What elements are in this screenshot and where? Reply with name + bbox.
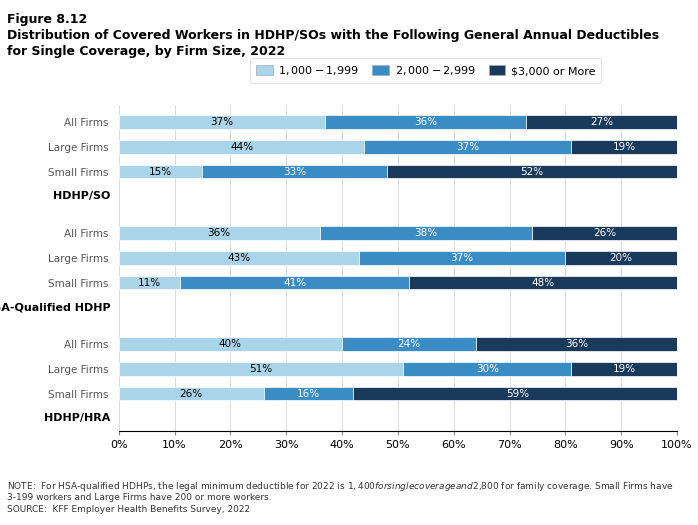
Text: 26%: 26% — [593, 228, 616, 238]
Text: HDHP/HRA: HDHP/HRA — [44, 413, 110, 423]
Bar — [119, 165, 202, 178]
Text: 15%: 15% — [149, 166, 172, 176]
Text: 36%: 36% — [414, 117, 438, 127]
Text: 16%: 16% — [297, 388, 320, 398]
Text: 3-199 workers and Large Firms have 200 or more workers.: 3-199 workers and Large Firms have 200 o… — [7, 494, 272, 502]
Bar — [202, 165, 387, 178]
Bar — [119, 251, 359, 265]
Bar — [320, 226, 532, 240]
Text: 37%: 37% — [210, 117, 234, 127]
Text: 33%: 33% — [283, 166, 306, 176]
Bar — [387, 165, 677, 178]
Bar — [353, 387, 683, 400]
Text: 38%: 38% — [414, 228, 438, 238]
Text: Figure 8.12: Figure 8.12 — [7, 13, 87, 26]
Legend: $1,000 - $1,999, $2,000 - $2,999, $3,000 or More: $1,000 - $1,999, $2,000 - $2,999, $3,000… — [251, 58, 601, 82]
Bar — [571, 362, 677, 375]
Text: 51%: 51% — [249, 364, 273, 374]
Text: 19%: 19% — [612, 364, 636, 374]
Bar — [342, 338, 476, 351]
Text: SOURCE:  KFF Employer Health Benefits Survey, 2022: SOURCE: KFF Employer Health Benefits Sur… — [7, 505, 250, 514]
Text: 30%: 30% — [476, 364, 498, 374]
Bar — [565, 251, 677, 265]
Text: 26%: 26% — [179, 388, 203, 398]
Bar — [119, 338, 342, 351]
Text: 52%: 52% — [520, 166, 544, 176]
Text: 11%: 11% — [138, 278, 161, 288]
Text: 59%: 59% — [506, 388, 530, 398]
Text: 19%: 19% — [612, 142, 636, 152]
Text: 48%: 48% — [531, 278, 555, 288]
Text: 40%: 40% — [219, 339, 242, 349]
Text: 41%: 41% — [283, 278, 306, 288]
Bar — [325, 116, 526, 129]
Bar — [180, 276, 409, 289]
Text: 27%: 27% — [590, 117, 614, 127]
Text: Distribution of Covered Workers in HDHP/SOs with the Following General Annual De: Distribution of Covered Workers in HDHP/… — [7, 29, 659, 42]
Bar — [119, 362, 403, 375]
Text: 24%: 24% — [397, 339, 421, 349]
Bar — [403, 362, 571, 375]
Text: 36%: 36% — [565, 339, 588, 349]
Text: NOTE:  For HSA-qualified HDHPs, the legal minimum deductible for 2022 is $1,400 : NOTE: For HSA-qualified HDHPs, the legal… — [7, 480, 674, 493]
Bar — [364, 140, 571, 154]
Bar — [119, 116, 325, 129]
Bar — [119, 140, 364, 154]
Bar — [476, 338, 677, 351]
Bar — [526, 116, 677, 129]
Bar — [119, 387, 264, 400]
Text: 43%: 43% — [227, 253, 251, 263]
Bar — [359, 251, 565, 265]
Text: 37%: 37% — [456, 142, 480, 152]
Text: 36%: 36% — [207, 228, 231, 238]
Bar — [119, 276, 180, 289]
Bar — [532, 226, 677, 240]
Text: HSA-Qualified HDHP: HSA-Qualified HDHP — [0, 302, 110, 312]
Bar — [409, 276, 677, 289]
Bar — [571, 140, 677, 154]
Text: HDHP/SO: HDHP/SO — [53, 191, 110, 201]
Text: 20%: 20% — [610, 253, 632, 263]
Text: 44%: 44% — [230, 142, 253, 152]
Bar — [264, 387, 353, 400]
Text: 37%: 37% — [450, 253, 474, 263]
Text: for Single Coverage, by Firm Size, 2022: for Single Coverage, by Firm Size, 2022 — [7, 45, 285, 58]
Bar — [119, 226, 320, 240]
